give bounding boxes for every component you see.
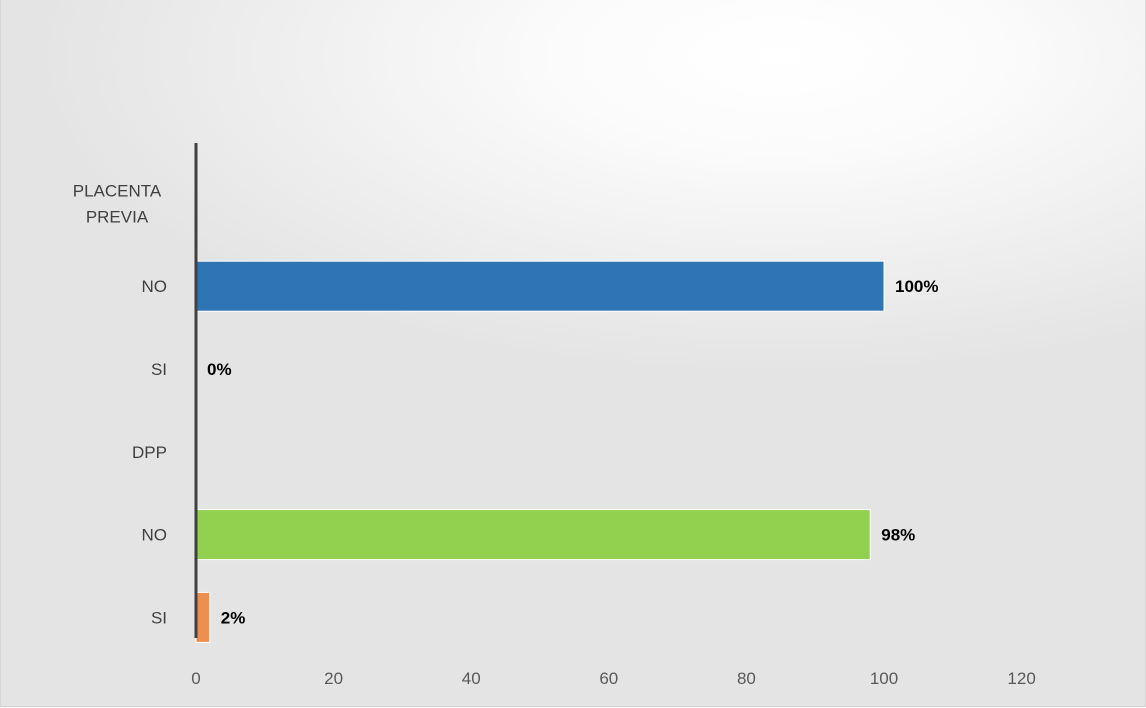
x-tick-label: 40 xyxy=(462,669,481,688)
x-tick-label: 60 xyxy=(599,669,618,688)
category-label-line: SI xyxy=(151,360,167,379)
category-label-line: NO xyxy=(142,277,168,296)
x-tick-label: 80 xyxy=(737,669,756,688)
bar xyxy=(195,591,211,643)
category-label-line: PLACENTA xyxy=(73,181,162,200)
category-label: SI xyxy=(151,608,167,627)
category-label-line: SI xyxy=(151,608,167,627)
category-label: NO xyxy=(142,526,168,545)
x-tick-label: 20 xyxy=(324,669,343,688)
category-label: SI xyxy=(151,360,167,379)
x-tick-label: 120 xyxy=(1007,669,1035,688)
category-label: PLACENTA PREVIA xyxy=(73,181,162,226)
category-label-line: NO xyxy=(142,526,168,545)
category-label-line: PREVIA xyxy=(86,207,149,226)
category-label-line: DPP xyxy=(132,443,167,462)
category-label: DPP xyxy=(132,443,167,462)
category-label: NO xyxy=(142,277,168,296)
data-label: 100% xyxy=(895,277,938,296)
data-label: 2% xyxy=(221,608,246,627)
data-label: 98% xyxy=(881,526,915,545)
data-label: 0% xyxy=(207,360,232,379)
bar xyxy=(195,260,885,312)
x-tick-label: 100 xyxy=(870,669,898,688)
bar xyxy=(195,509,871,561)
x-tick-label: 0 xyxy=(191,669,200,688)
